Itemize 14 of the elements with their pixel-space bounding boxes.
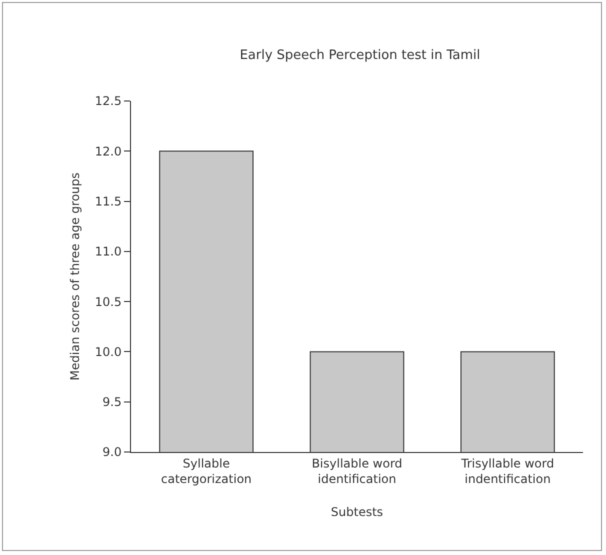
x-tick-label: Trisyllable word indentification xyxy=(460,456,554,486)
y-tick-label: 10.5 xyxy=(94,294,122,309)
y-tick-label: 10.0 xyxy=(94,344,122,359)
y-tick-label: 11.0 xyxy=(94,244,122,259)
y-tick-label: 9.0 xyxy=(102,445,122,460)
x-tick-label: Bisyllable word identification xyxy=(312,456,402,486)
y-tick-label: 12.5 xyxy=(94,94,122,108)
y-tick-label: 12.0 xyxy=(94,144,122,158)
y-tick-label: 9.5 xyxy=(102,395,122,410)
x-tick-label: Syllable catergorization xyxy=(161,456,252,486)
chart-title: Early Speech Perception test in Tamil xyxy=(240,48,480,63)
x-axis-title: Subtests xyxy=(330,504,384,519)
y-tick-label: 11.5 xyxy=(94,194,122,208)
y-axis-title: Median scores of three age groups xyxy=(68,172,82,380)
